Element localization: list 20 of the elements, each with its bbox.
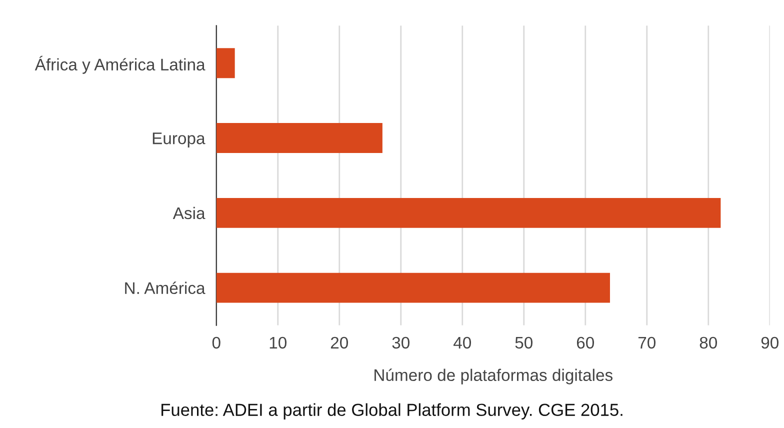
x-tick-label: 80 <box>700 336 718 349</box>
y-tick-label: N. América <box>125 282 206 294</box>
x-axis-title: Número de plataformas digitales <box>374 368 613 384</box>
x-tick-label: 30 <box>392 336 410 349</box>
x-tick-label: 50 <box>515 336 533 349</box>
x-tick-label: 70 <box>638 336 656 349</box>
source-note: Fuente: ADEI a partir de Global Platform Survey. CGE 2015. <box>162 403 622 420</box>
x-tick-label: 90 <box>761 336 779 349</box>
bar <box>216 198 721 228</box>
x-tick-label: 60 <box>576 336 594 349</box>
y-tick-label: Asia <box>172 206 206 220</box>
x-tick-label: 0 <box>212 336 220 349</box>
bar <box>216 272 610 303</box>
bar <box>216 123 382 154</box>
x-tick-label: 10 <box>270 336 287 349</box>
y-tick-label: África y América Latina <box>34 56 206 74</box>
x-tick-label: 20 <box>330 336 348 349</box>
x-tick-label: 40 <box>454 336 472 349</box>
y-tick-label: Europa <box>152 132 206 148</box>
bar <box>216 48 235 78</box>
